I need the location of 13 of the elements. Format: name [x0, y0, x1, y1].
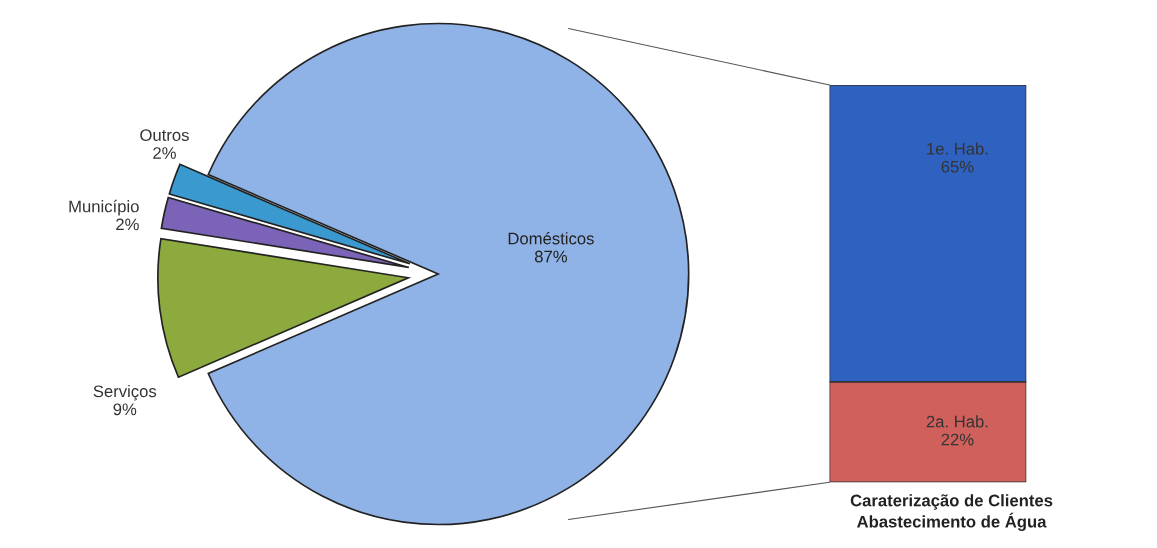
series-label: 1e. Hab.	[927, 142, 988, 155]
slice-label: Serviços	[93, 384, 157, 401]
data-label: 65%	[941, 160, 974, 173]
data-label: 22%	[941, 433, 974, 446]
slice-label: Outros	[140, 129, 189, 141]
data-label: 2%	[116, 218, 139, 231]
data-label: 9%	[113, 403, 137, 416]
data-label: 2%	[153, 147, 176, 159]
data-label: 87%	[534, 250, 567, 263]
slice-label: Município	[69, 199, 139, 216]
text: Caraterização de Clientes Abastecimento de Água	[850, 494, 1053, 531]
series-label: 2a. Hab.	[926, 415, 988, 428]
slice-label: Domésticos	[508, 232, 594, 245]
